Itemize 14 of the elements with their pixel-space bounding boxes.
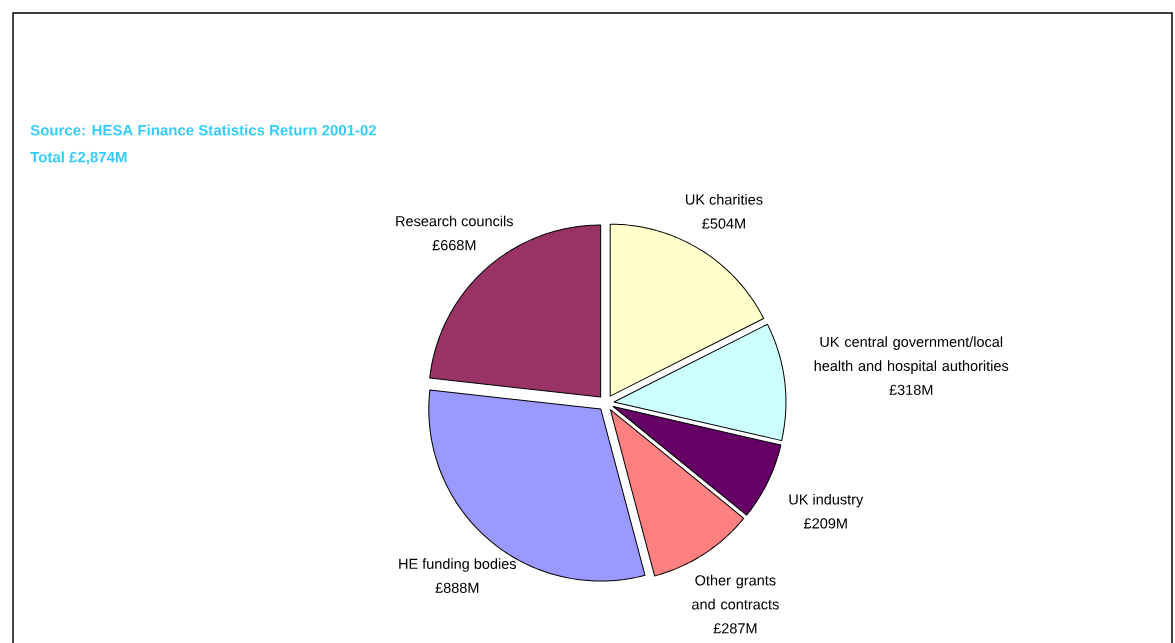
slice-label: HE funding bodies <box>399 558 516 572</box>
data-label: £668M <box>432 240 476 251</box>
slice-label: UK industry <box>789 493 864 508</box>
slice-label: UK charities <box>685 194 763 205</box>
slice-label: Research councils <box>396 215 513 227</box>
slice-label: UK central government/local health and hospital authorities <box>814 336 1009 374</box>
slice-label: Other grants and contracts <box>692 574 779 610</box>
text: Source: HESA Finance Statistics Return 2001-02 <box>30 124 377 136</box>
text: Total £2,874M <box>30 151 127 165</box>
data-label: £209M <box>804 518 847 529</box>
data-label: £504M <box>702 218 745 229</box>
data-label: £888M <box>435 582 479 593</box>
data-label: £318M <box>889 384 933 396</box>
data-label: £287M <box>713 623 757 634</box>
